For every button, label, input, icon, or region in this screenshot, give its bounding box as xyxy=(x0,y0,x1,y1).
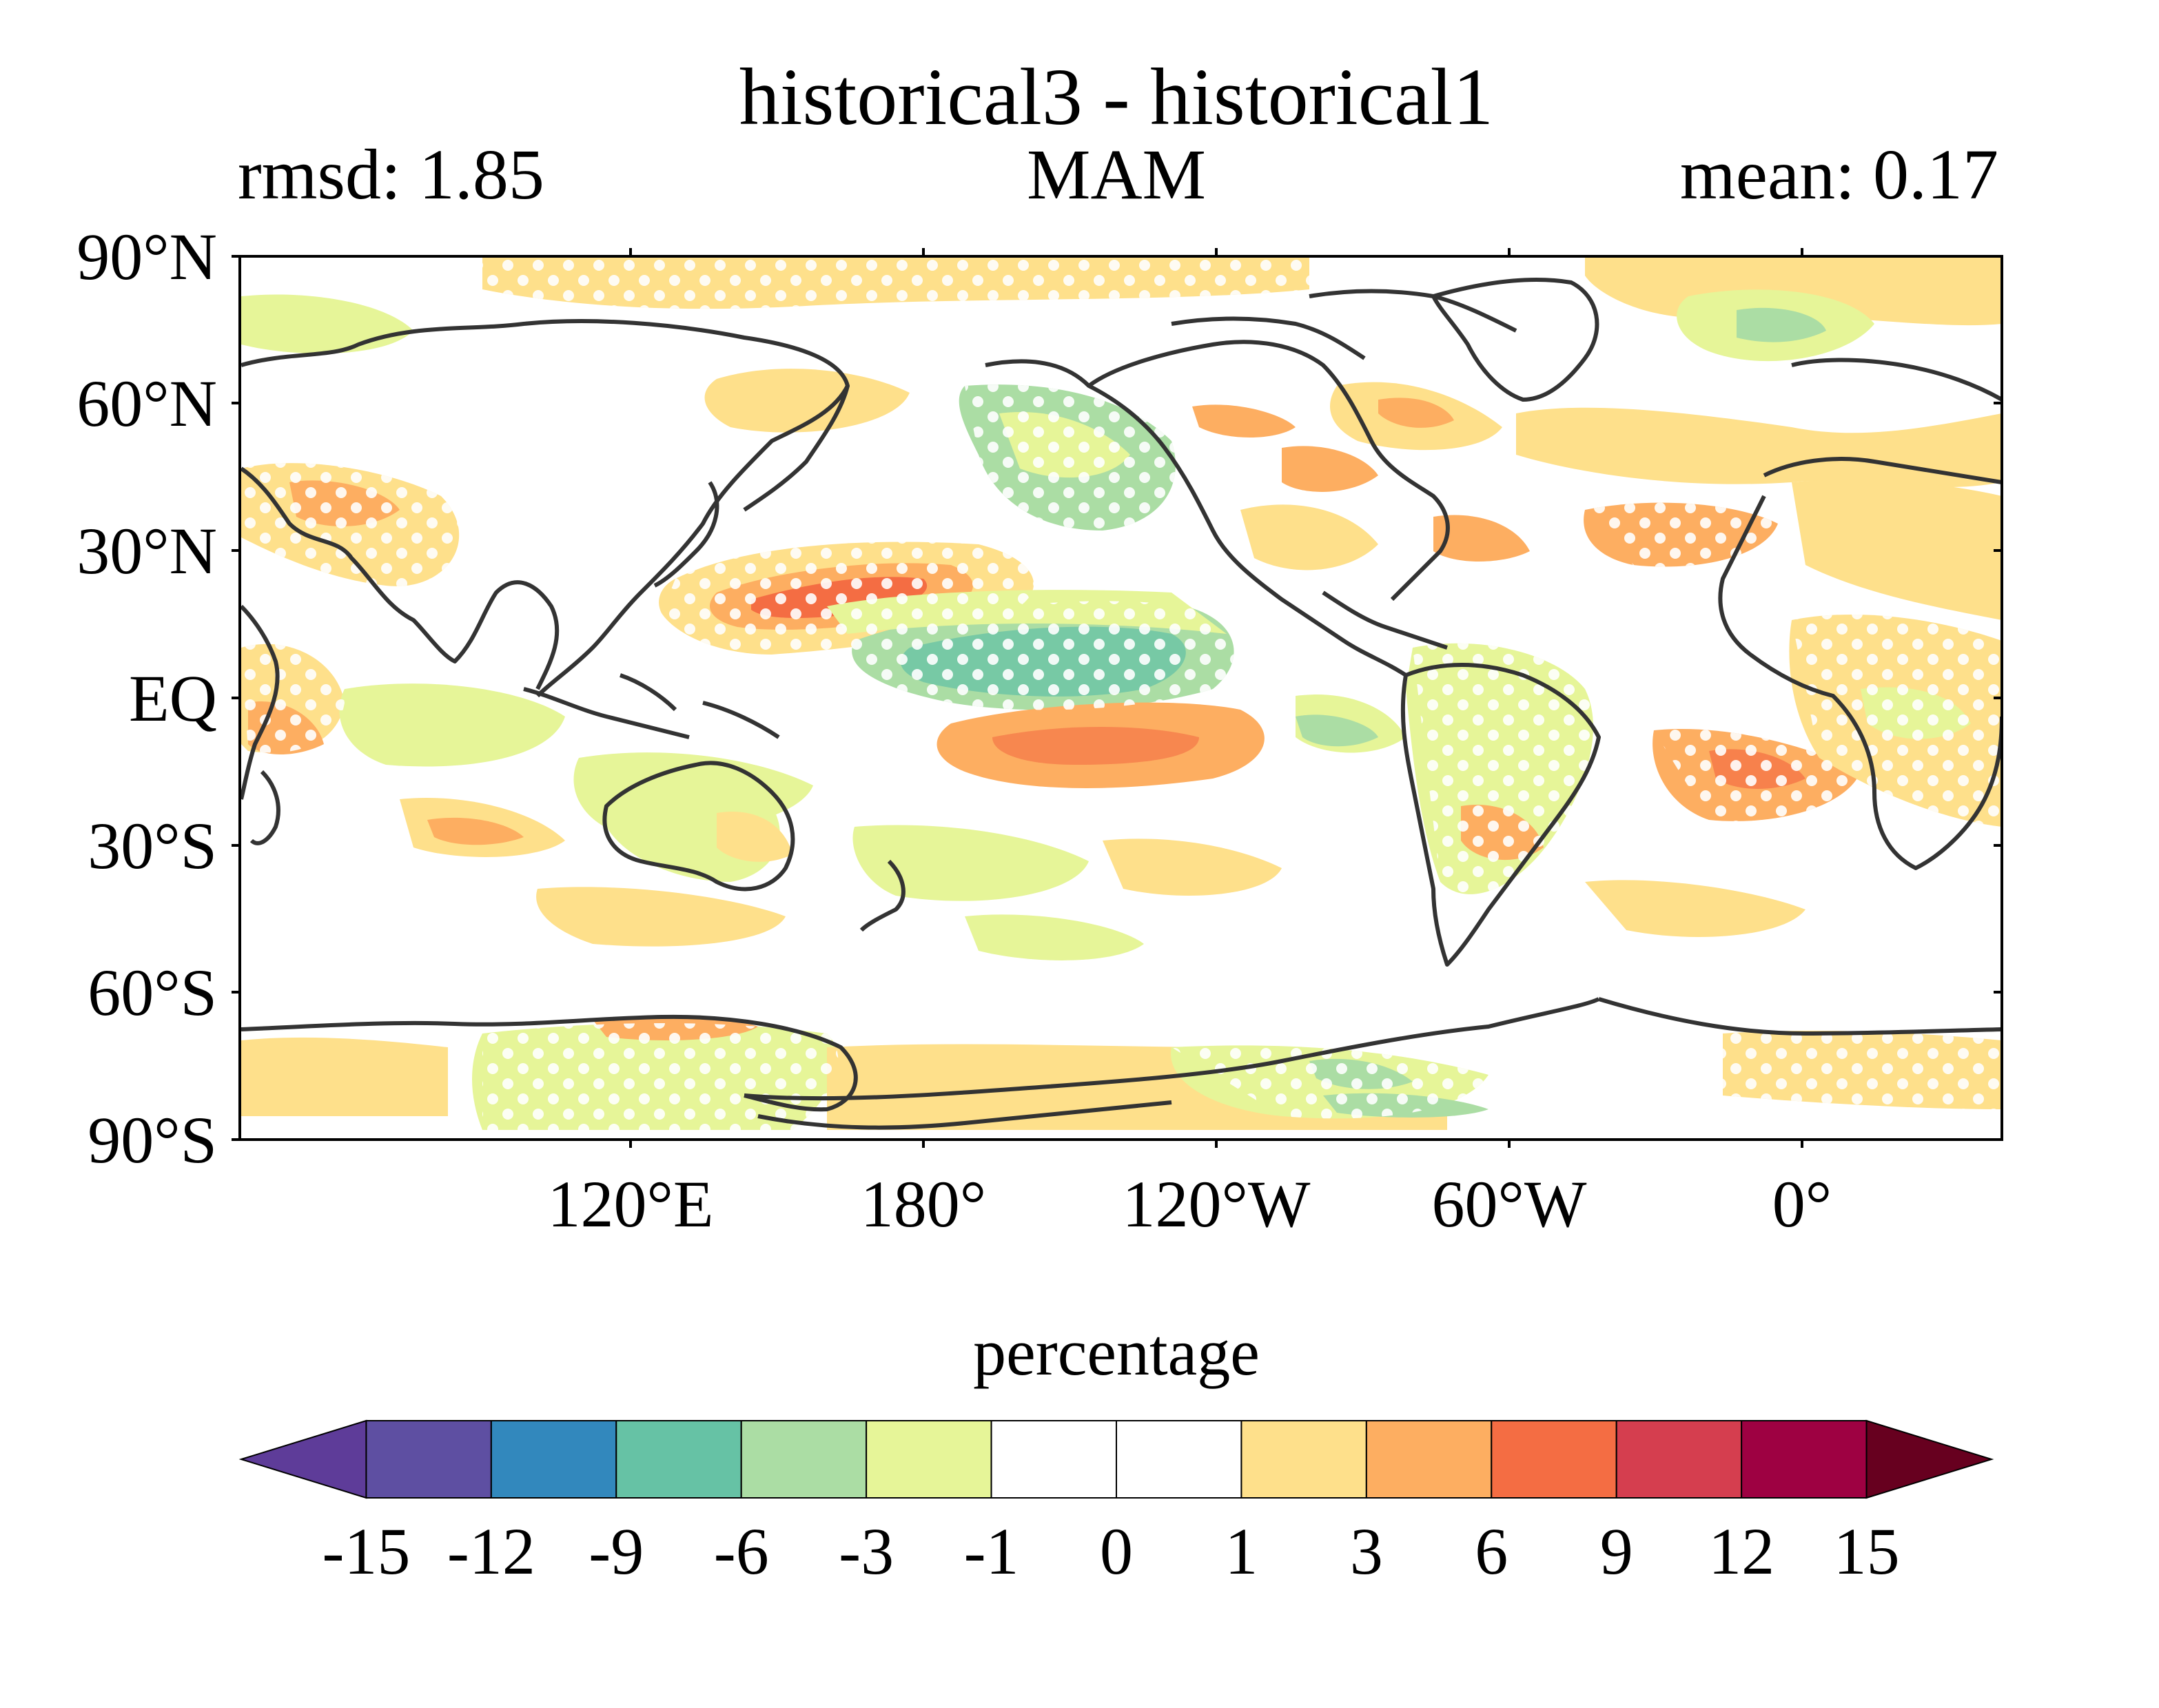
colorbar-ticks: -15 -12 -9 -6 -3 -1 0 1 3 6 9 12 15 xyxy=(322,1514,1899,1588)
colorbar-label: percentage xyxy=(973,1315,1260,1389)
season-label: MAM xyxy=(1027,135,1206,214)
lat-tick-label: 30°S xyxy=(88,809,217,883)
colorbar-tick-label: 9 xyxy=(1600,1514,1633,1588)
colorbar-swatch xyxy=(866,1420,992,1499)
colorbar-tick-label: -6 xyxy=(714,1514,769,1588)
colorbar-tick-label: -1 xyxy=(964,1514,1019,1588)
lon-tick-label: 180° xyxy=(861,1167,986,1241)
lon-tick-label: 120°W xyxy=(1123,1167,1311,1241)
colorbar-tick-label: -3 xyxy=(839,1514,894,1588)
colorbar-tick-label: 1 xyxy=(1225,1514,1258,1588)
colorbar-tick-label: 15 xyxy=(1834,1514,1900,1588)
lon-axis: 120°E 180° 120°W 60°W 0° xyxy=(547,248,1832,1241)
colorbar-swatch xyxy=(1615,1420,1743,1499)
lat-axis: 90°N 60°N 30°N EQ 30°S 60°S 90°S xyxy=(76,220,2002,1177)
colorbar-swatch xyxy=(615,1420,742,1499)
colorbar-swatch xyxy=(490,1420,617,1499)
rmsd-label: rmsd: 1.85 xyxy=(238,135,544,214)
colorbar-extend-max xyxy=(1865,1419,1994,1499)
lat-tick-label: 30°N xyxy=(76,514,217,588)
colorbar-swatch xyxy=(1365,1420,1493,1499)
lon-tick-label: 0° xyxy=(1772,1167,1832,1241)
colorbar-swatch xyxy=(990,1420,1117,1499)
colorbar-swatch xyxy=(1491,1420,1617,1499)
lon-tick-label: 120°E xyxy=(547,1167,713,1241)
colorbar-tick-label: -15 xyxy=(322,1514,410,1588)
lat-tick-label: 60°S xyxy=(88,956,217,1029)
colorbar-tick-label: 3 xyxy=(1350,1514,1383,1588)
lat-tick-label: EQ xyxy=(129,661,217,735)
lat-tick-label: 60°N xyxy=(76,367,217,440)
mean-label: mean: 0.17 xyxy=(1680,135,1998,214)
colorbar-swatch xyxy=(1741,1420,1868,1499)
colorbar xyxy=(238,1419,1994,1499)
map-field xyxy=(240,256,2002,1140)
chart-title: historical3 - historical1 xyxy=(739,52,1494,142)
coastlines xyxy=(240,278,2002,1130)
colorbar-swatch xyxy=(740,1420,868,1499)
colorbar-tick-label: 12 xyxy=(1708,1514,1774,1588)
colorbar-tick-label: 0 xyxy=(1100,1514,1133,1588)
colorbar-tick-label: 6 xyxy=(1475,1514,1508,1588)
colorbar-tick-label: -9 xyxy=(589,1514,644,1588)
colorbar-tick-label: -12 xyxy=(447,1514,535,1588)
colorbar-swatch xyxy=(1240,1420,1367,1499)
colorbar-swatch xyxy=(365,1420,492,1499)
lat-tick-label: 90°S xyxy=(88,1103,217,1177)
colorbar-swatch xyxy=(1116,1420,1242,1499)
lon-tick-label: 60°W xyxy=(1432,1167,1587,1241)
colorbar-extend-min xyxy=(238,1419,367,1499)
lat-tick-label: 90°N xyxy=(76,220,217,294)
